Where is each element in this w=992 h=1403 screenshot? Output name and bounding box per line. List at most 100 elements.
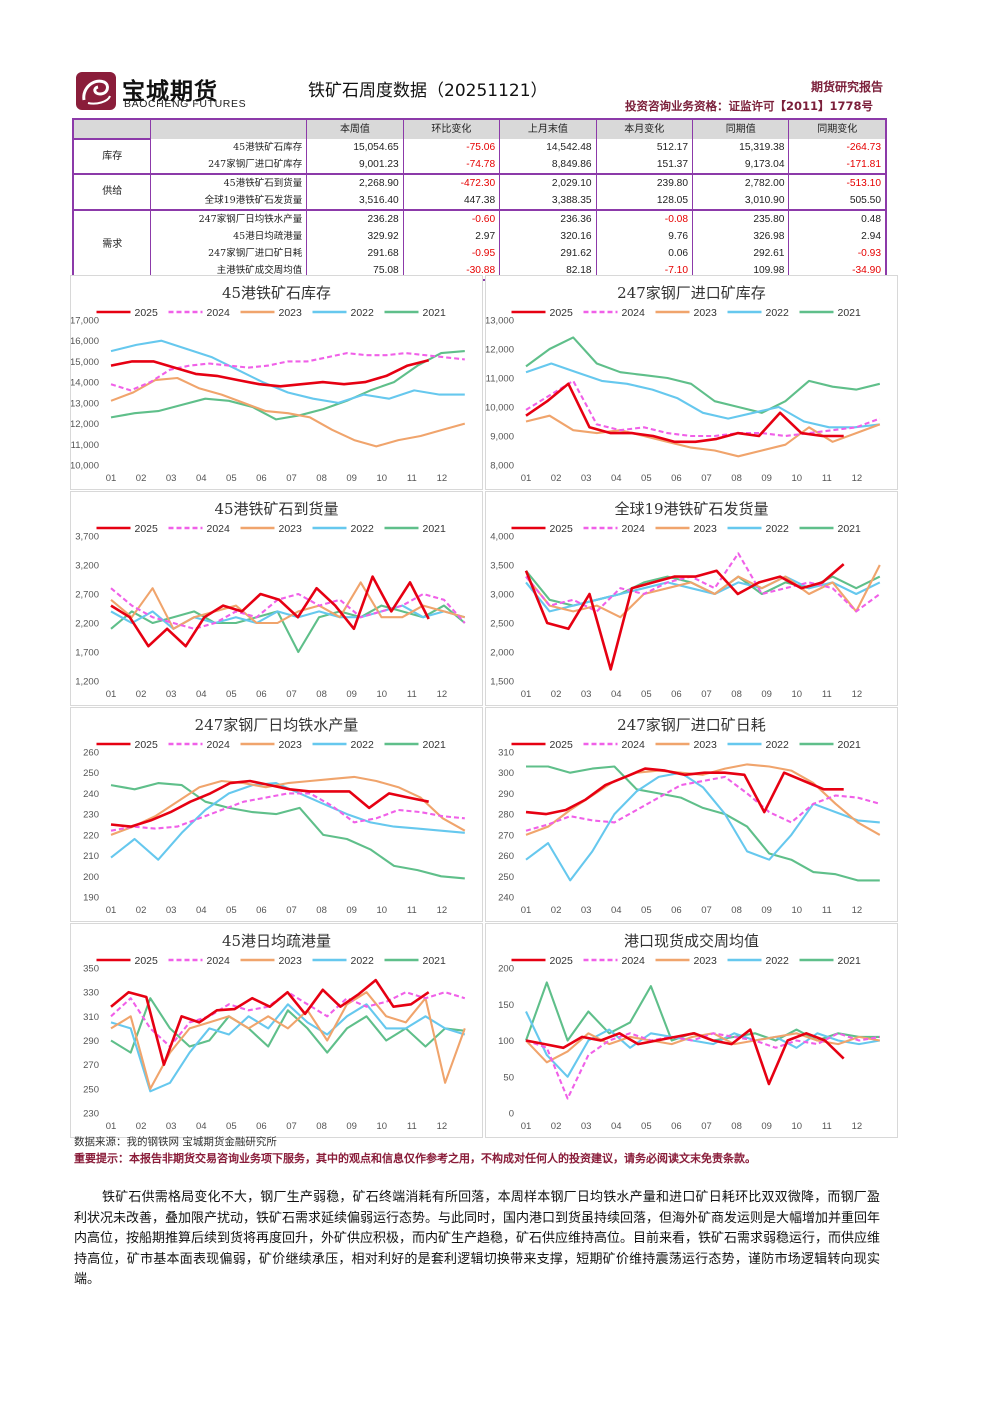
x-tick-label: 01 <box>521 689 532 700</box>
y-tick-label: 0 <box>509 1109 514 1120</box>
y-tick-label: 50 <box>503 1072 514 1083</box>
x-tick-label: 07 <box>701 1121 712 1132</box>
y-tick-label: 250 <box>83 1084 99 1095</box>
legend-label: 2021 <box>423 523 447 535</box>
x-tick-label: 08 <box>316 689 327 700</box>
x-tick-label: 03 <box>166 689 177 700</box>
x-tick-label: 07 <box>286 1121 297 1132</box>
value-cell: 151.37 <box>595 156 693 174</box>
value-cell: -513.10 <box>788 173 886 192</box>
x-tick-label: 01 <box>106 905 117 916</box>
series-line-2025 <box>110 575 430 648</box>
value-cell: 512.17 <box>595 139 693 156</box>
x-tick-label: 06 <box>256 1121 267 1132</box>
series-line-2024 <box>525 775 881 832</box>
y-tick-label: 270 <box>498 830 514 841</box>
y-tick-label: 16,000 <box>71 336 99 347</box>
x-tick-label: 06 <box>671 905 682 916</box>
x-tick-label: 06 <box>256 473 267 484</box>
value-cell: 0.48 <box>788 209 886 228</box>
x-tick-label: 08 <box>316 473 327 484</box>
value-cell: 2.94 <box>788 228 886 245</box>
data-source: 数据来源：我的钢铁网 宝城期货金融研究所 <box>74 1136 277 1148</box>
logo-english-name: BAOCHENG FUTURES <box>124 98 247 110</box>
x-tick-label: 05 <box>641 1121 652 1132</box>
x-tick-label: 10 <box>376 473 387 484</box>
legend-label: 2023 <box>279 739 303 751</box>
value-cell: 0.06 <box>595 245 693 262</box>
series-line-2025 <box>524 563 845 671</box>
legend-label: 2021 <box>423 955 447 967</box>
value-cell: 2,029.10 <box>499 173 597 192</box>
chart-title: 45港日均疏港量 <box>222 932 331 950</box>
y-tick-label: 190 <box>83 893 99 904</box>
table-body: 库存 45港铁矿石库存 15,054.65 -75.06 14,542.48 512.17… <box>73 138 886 280</box>
chart-panel: 港口现货成交周均值 2025 2024 2023 2022 2021 200 150 100 50… <box>485 923 898 1138</box>
value-cell: -472.30 <box>402 173 500 192</box>
table-row: 全球19港铁矿石发货量 3,516.40 447.38 3,388.35 128.05 3… <box>73 192 886 210</box>
y-tick-label: 8,000 <box>490 461 514 472</box>
series-line-2022 <box>110 339 465 404</box>
x-tick-label: 06 <box>671 1121 682 1132</box>
legend-label: 2025 <box>135 523 159 535</box>
series-line-2025 <box>525 767 844 816</box>
legend-label: 2022 <box>351 307 375 319</box>
y-tick-label: 290 <box>83 1036 99 1047</box>
x-tick-label: 09 <box>761 905 772 916</box>
y-tick-label: 3,700 <box>75 532 99 543</box>
x-tick-label: 04 <box>196 1121 207 1132</box>
y-tick-label: 230 <box>83 1109 99 1120</box>
y-tick-label: 3,200 <box>75 561 99 572</box>
chart-title: 247家钢厂进口矿库存 <box>617 284 766 302</box>
series-line-2023 <box>110 991 466 1090</box>
x-tick-label: 11 <box>822 905 832 916</box>
y-tick-label: 290 <box>498 789 514 800</box>
x-tick-label: 07 <box>701 473 712 484</box>
x-tick-label: 11 <box>407 689 417 700</box>
y-tick-label: 210 <box>83 851 99 862</box>
indicator-name: 247家钢厂进口矿日耗 <box>150 245 308 262</box>
series-line-2021 <box>526 765 880 882</box>
y-tick-label: 11,000 <box>71 440 99 451</box>
x-tick-label: 09 <box>761 1121 772 1132</box>
x-tick-label: 04 <box>196 905 207 916</box>
value-cell: 2,268.90 <box>306 173 404 192</box>
x-tick-label: 03 <box>166 473 177 484</box>
y-tick-label: 4,000 <box>490 532 514 543</box>
company-logo: 宝城期货 BAOCHENG FUTURES <box>72 70 292 114</box>
legend-label: 2023 <box>279 307 303 319</box>
indicator-name: 247家钢厂日均铁水产量 <box>150 209 308 228</box>
x-tick-label: 07 <box>286 905 297 916</box>
x-tick-label: 10 <box>791 905 802 916</box>
legend-label: 2025 <box>550 955 574 967</box>
value-cell: 2,782.00 <box>692 173 789 192</box>
x-tick-label: 05 <box>226 905 237 916</box>
y-tick-label: 1,700 <box>75 648 99 659</box>
x-tick-label: 09 <box>346 689 357 700</box>
chart-title: 全球19港铁矿石发货量 <box>614 500 768 518</box>
series-line-2022 <box>525 771 880 882</box>
x-tick-label: 04 <box>611 905 622 916</box>
y-tick-label: 2,700 <box>75 590 99 601</box>
legend-label: 2021 <box>423 739 447 751</box>
value-cell: 291.68 <box>306 245 404 262</box>
x-tick-label: 05 <box>641 473 652 484</box>
x-tick-label: 08 <box>731 689 742 700</box>
chart-grid: 45港铁矿石库存 2025 2024 2023 2022 2021 17,000 16,000… <box>70 275 898 1138</box>
logo-emblem-icon <box>76 72 116 110</box>
y-tick-label: 10,000 <box>486 403 514 414</box>
value-cell: 128.05 <box>595 192 693 210</box>
y-tick-label: 250 <box>83 768 99 779</box>
y-tick-label: 10,000 <box>71 461 99 472</box>
line-chart: 全球19港铁矿石发货量 2025 2024 2023 2022 2021 4,000 3,50… <box>490 500 881 700</box>
document-title: 铁矿石周度数据（20251121） <box>308 81 548 101</box>
license-number: 投资咨询业务资格：证监许可【2011】1778号 <box>624 99 873 113</box>
series-line-2024 <box>110 792 465 832</box>
x-tick-label: 12 <box>437 1121 448 1132</box>
value-cell: 9,173.04 <box>692 156 789 174</box>
x-tick-label: 04 <box>196 473 207 484</box>
series-line-2022 <box>525 1011 880 1078</box>
value-cell: 15,054.65 <box>306 139 404 156</box>
value-cell: 505.50 <box>788 192 886 210</box>
legend-label: 2023 <box>694 955 718 967</box>
